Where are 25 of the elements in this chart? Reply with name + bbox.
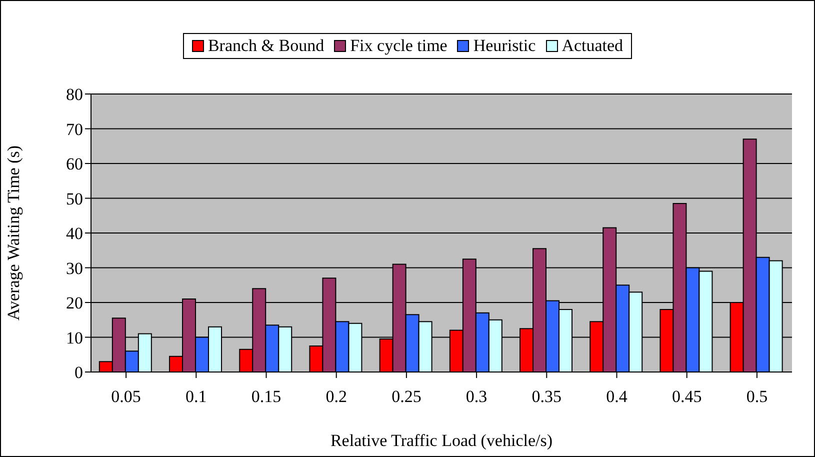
x-axis-title: Relative Traffic Load (vehicle/s) xyxy=(330,431,553,450)
y-tick-label: 60 xyxy=(66,154,83,174)
x-tick-label: 0.35 xyxy=(532,387,562,406)
y-tick-label: 50 xyxy=(66,189,83,208)
y-tick-label: 70 xyxy=(66,120,83,139)
x-tick-label: 0.3 xyxy=(466,387,488,406)
x-tick-label: 0.25 xyxy=(392,387,422,406)
x-tick-label: 0.4 xyxy=(606,387,628,406)
legend-label: Heuristic xyxy=(472,36,536,56)
y-axis-title: Average Waiting Time (s) xyxy=(4,145,24,321)
x-tick-label: 0.2 xyxy=(326,387,347,406)
y-tick-label: 80 xyxy=(66,85,83,104)
y-tick-label: 20 xyxy=(66,294,83,313)
x-tick-label: 0.15 xyxy=(251,387,282,406)
y-tick-label: 40 xyxy=(66,224,83,244)
legend-label: Fix cycle time xyxy=(349,36,448,56)
x-tick-label: 0.1 xyxy=(186,387,207,406)
x-tick-label: 0.05 xyxy=(111,387,141,406)
y-tick-label: 30 xyxy=(66,258,83,278)
y-tick-label: 0 xyxy=(74,363,83,382)
x-tick-label: 0.5 xyxy=(746,387,768,406)
legend-label: Actuated xyxy=(560,36,624,56)
legend-label: Branch & Bound xyxy=(206,36,324,56)
x-tick-label: 0.45 xyxy=(672,387,702,406)
y-tick-label: 10 xyxy=(66,328,83,348)
